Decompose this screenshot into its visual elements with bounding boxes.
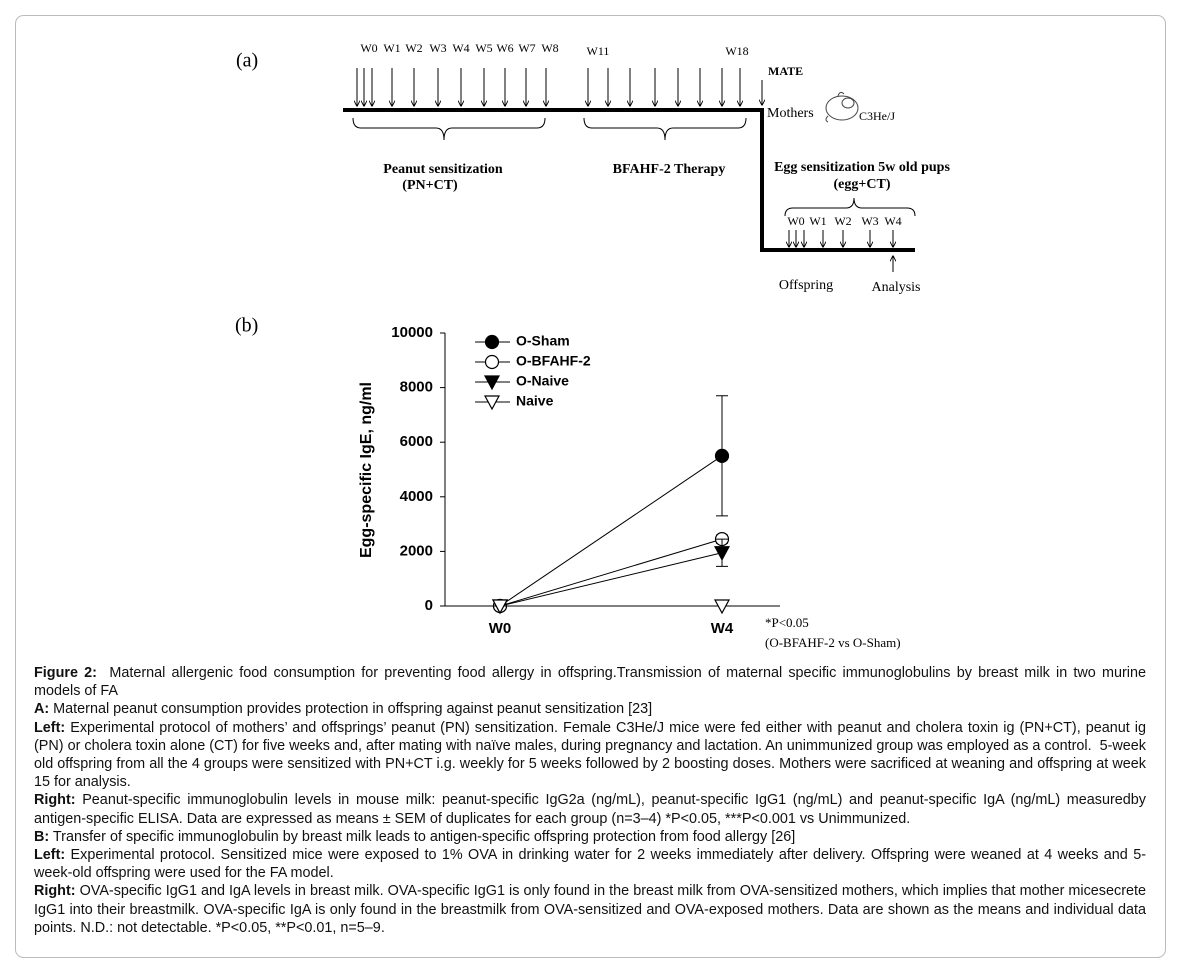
marker — [714, 448, 730, 463]
y-tick-label: 6000 — [400, 433, 433, 450]
caption-paragraph: Left: Experimental protocol of mothers’ … — [34, 719, 1146, 792]
legend-marker — [484, 354, 500, 370]
caption-paragraph: Right: OVA-specific IgG1 and IgA levels … — [34, 882, 1146, 937]
caption-text: OVA-specific IgG1 and IgA levels in brea… — [34, 883, 1150, 936]
x-tick-label: W0 — [489, 620, 512, 637]
marker — [713, 546, 731, 562]
strain-label: C3He/J — [859, 109, 895, 123]
caption-label: Figure 2: — [34, 665, 97, 681]
brace — [352, 117, 546, 141]
caption-text: Experimental protocol of mothers’ and of… — [34, 719, 1150, 791]
caption-text: Maternal peanut consumption provides pro… — [49, 701, 653, 718]
caption-text: Maternal allergenic food consumption for… — [34, 665, 1150, 700]
legend-marker — [483, 375, 501, 391]
annotation: *P<0.05 — [765, 615, 809, 630]
caption: Figure 2: Maternal allergenic food consu… — [34, 664, 1146, 937]
week-label: W3 — [861, 214, 878, 228]
mouse-icon — [825, 91, 859, 123]
caption-label: A: — [34, 701, 50, 718]
y-tick-label: 0 — [425, 597, 433, 614]
week-label: W7 — [518, 41, 535, 55]
legend-label: O-Naive — [516, 373, 569, 389]
marker — [713, 599, 731, 615]
week-label: W5 — [475, 41, 492, 55]
week-label: W2 — [405, 41, 422, 55]
week-label: W0 — [360, 41, 377, 55]
phase-label: Egg sensitization 5w old pups — [774, 160, 950, 175]
frame — [15, 15, 1166, 958]
week-label: W11 — [587, 44, 610, 58]
caption-label: Right: — [34, 792, 76, 809]
mothers-label: Mothers — [767, 106, 814, 121]
panel-label: (b) — [235, 315, 258, 337]
analysis-label: Analysis — [872, 280, 921, 295]
brace — [784, 197, 916, 217]
legend-label: O-BFAHF-2 — [516, 353, 591, 369]
caption-label: B: — [34, 828, 50, 845]
week-label: W3 — [429, 41, 446, 55]
line — [499, 552, 723, 607]
caption-label: Right: — [34, 883, 76, 900]
y-tick-label: 10000 — [391, 324, 433, 341]
offspring-label: Offspring — [779, 278, 833, 293]
panel-label: (a) — [236, 50, 258, 72]
chart: (b) Egg-specific IgE, ng/ml *P<0.05 (O-B… — [235, 315, 901, 650]
phase-label: Peanut sensitization — [383, 162, 503, 177]
caption-paragraph: Right: Peanut-specific immunoglobulin le… — [34, 791, 1146, 827]
legend-label: O-Sham — [516, 333, 570, 349]
protocol-diagram: (a) MATE Mothers C3He/J Peanut sensitiza… — [236, 41, 950, 295]
caption-paragraph: Figure 2: Maternal allergenic food consu… — [34, 664, 1146, 700]
week-label: W2 — [834, 214, 851, 228]
week-label: W8 — [541, 41, 558, 55]
caption-label: Left: — [34, 719, 66, 736]
week-label: W6 — [496, 41, 513, 55]
phase-label: (egg+CT) — [834, 177, 891, 192]
phase-label: (PN+CT) — [402, 178, 458, 193]
marker — [491, 599, 509, 615]
caption-paragraph: B: Transfer of specific immunoglobulin b… — [34, 828, 1146, 846]
annotation: (O-BFAHF-2 vs O-Sham) — [765, 635, 901, 650]
week-label: W0 — [787, 214, 804, 228]
y-axis-label: Egg-specific IgE, ng/ml — [358, 382, 375, 558]
line — [499, 455, 723, 607]
legend-label: Naive — [516, 393, 554, 409]
line — [499, 538, 723, 607]
week-label: W4 — [884, 214, 901, 228]
legend-marker — [483, 395, 501, 411]
y-tick-label: 2000 — [400, 542, 433, 559]
week-label: W18 — [725, 44, 748, 58]
caption-text: Experimental protocol. Sensitized mice w… — [34, 847, 1146, 882]
caption-paragraph: A: Maternal peanut consumption provides … — [34, 700, 1146, 718]
caption-paragraph: Left: Experimental protocol. Sensitized … — [34, 846, 1146, 882]
timeline — [343, 108, 915, 252]
phase-label: BFAHF-2 Therapy — [613, 162, 726, 177]
week-label: W4 — [452, 41, 469, 55]
week-label: W1 — [809, 214, 826, 228]
y-tick-label: 8000 — [400, 379, 433, 396]
brace — [583, 117, 747, 141]
mate-label: MATE — [768, 64, 803, 78]
y-tick-label: 4000 — [400, 488, 433, 505]
x-tick-label: W4 — [711, 620, 734, 637]
caption-text: Transfer of specific immunoglobulin by b… — [49, 828, 796, 845]
week-label: W1 — [383, 41, 400, 55]
caption-label: Left: — [34, 847, 66, 864]
caption-text: Peanut-specific immunoglobulin levels in… — [34, 792, 1150, 827]
legend-marker — [484, 334, 500, 350]
